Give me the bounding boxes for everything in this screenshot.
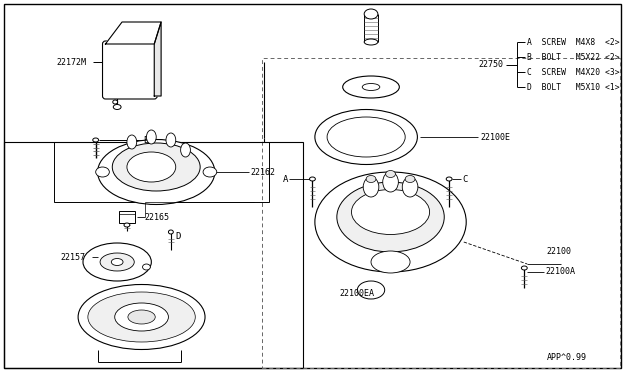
Ellipse shape (88, 292, 195, 342)
Text: D: D (176, 231, 181, 241)
Ellipse shape (310, 177, 316, 181)
Text: 22165: 22165 (145, 212, 170, 221)
Text: 22162: 22162 (251, 167, 276, 176)
Text: APP^0.99: APP^0.99 (547, 353, 587, 362)
Ellipse shape (93, 138, 99, 142)
Ellipse shape (357, 281, 385, 299)
Text: 22157: 22157 (61, 253, 86, 262)
Ellipse shape (127, 152, 176, 182)
Bar (262, 58, 620, 368)
Text: A  SCREW  M4X8  <2>: A SCREW M4X8 <2> (527, 38, 620, 46)
Ellipse shape (112, 143, 200, 191)
Ellipse shape (364, 177, 379, 197)
Ellipse shape (124, 223, 130, 227)
Ellipse shape (364, 39, 378, 45)
Polygon shape (154, 22, 161, 96)
Ellipse shape (446, 177, 452, 181)
Ellipse shape (366, 176, 376, 183)
Text: 22100EA: 22100EA (340, 289, 375, 298)
Ellipse shape (166, 133, 176, 147)
Ellipse shape (362, 83, 380, 90)
Text: D  BOLT   M5X10 <1>: D BOLT M5X10 <1> (527, 83, 620, 92)
Ellipse shape (127, 135, 137, 149)
Text: B  BOLT   M5X22 <2>: B BOLT M5X22 <2> (527, 52, 620, 61)
Ellipse shape (351, 189, 429, 234)
Ellipse shape (113, 100, 118, 104)
Text: A: A (283, 174, 289, 183)
Ellipse shape (342, 76, 399, 98)
Ellipse shape (383, 172, 398, 192)
Ellipse shape (371, 251, 410, 273)
Ellipse shape (180, 143, 190, 157)
Ellipse shape (96, 167, 109, 177)
Ellipse shape (315, 172, 466, 272)
Ellipse shape (143, 264, 150, 270)
Ellipse shape (113, 105, 121, 109)
Text: 22100E: 22100E (481, 132, 510, 141)
Bar (119, 211, 135, 223)
Ellipse shape (405, 176, 415, 183)
Ellipse shape (364, 9, 378, 19)
Ellipse shape (327, 117, 405, 157)
Text: B: B (143, 135, 149, 144)
Text: 22100: 22100 (547, 247, 572, 257)
Text: C  SCREW  M4X20 <3>: C SCREW M4X20 <3> (527, 67, 620, 77)
Ellipse shape (98, 140, 215, 205)
Text: C: C (463, 174, 468, 183)
Ellipse shape (403, 177, 418, 197)
Bar (4, 142, 303, 368)
Ellipse shape (522, 266, 527, 270)
Ellipse shape (78, 285, 205, 350)
Polygon shape (106, 22, 161, 44)
Ellipse shape (128, 310, 156, 324)
Ellipse shape (147, 130, 156, 144)
Text: 22750: 22750 (479, 60, 504, 69)
Ellipse shape (100, 253, 134, 271)
Ellipse shape (115, 303, 168, 331)
Ellipse shape (315, 109, 417, 164)
Ellipse shape (111, 259, 123, 266)
Bar (54, 142, 269, 202)
Ellipse shape (337, 182, 444, 252)
Ellipse shape (386, 170, 396, 177)
Text: 22172M: 22172M (56, 58, 86, 67)
Ellipse shape (168, 230, 173, 234)
Ellipse shape (83, 243, 151, 281)
FancyBboxPatch shape (102, 41, 157, 99)
Ellipse shape (203, 167, 217, 177)
Text: 22100A: 22100A (546, 267, 576, 276)
